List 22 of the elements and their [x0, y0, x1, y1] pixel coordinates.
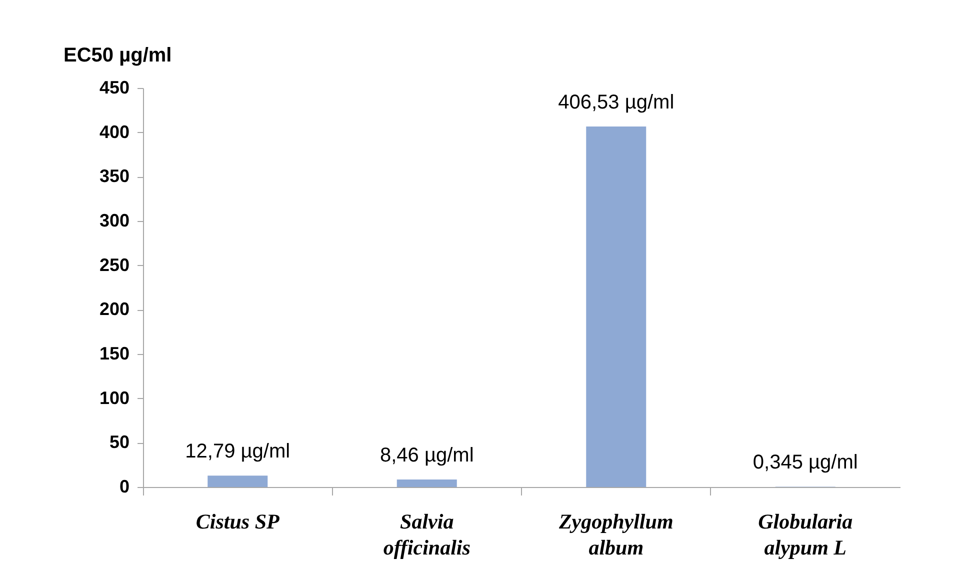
- y-axis-title: EC50 µg/ml: [64, 44, 172, 66]
- y-tick-label: 400: [99, 122, 130, 142]
- bar: [586, 126, 646, 487]
- data-label: 0,345 µg/ml: [752, 452, 858, 474]
- y-tick-label: 350: [99, 166, 130, 186]
- bar: [396, 480, 457, 487]
- y-tick-label: 300: [99, 210, 130, 230]
- x-tick-label: Salvia officinalis: [383, 510, 470, 560]
- data-label: 8,46 µg/ml: [380, 444, 474, 466]
- bar: [208, 476, 268, 487]
- y-tick-label: 150: [99, 344, 130, 364]
- y-tick-label: 200: [99, 299, 130, 320]
- y-tick-label: 0: [119, 476, 130, 496]
- y-tick-label: 250: [99, 254, 130, 275]
- y-tick-label: 450: [99, 78, 130, 98]
- data-label: 406,53 µg/ml: [558, 92, 674, 114]
- x-tick-label: Cistus SP: [196, 510, 280, 534]
- x-tick-label: Globularia alypum L: [758, 510, 853, 560]
- data-label: 12,79 µg/ml: [185, 440, 290, 463]
- x-tick-label: Zygophyllum album: [558, 510, 674, 560]
- y-tick-label: 100: [99, 388, 130, 408]
- y-tick-label: 50: [109, 432, 130, 452]
